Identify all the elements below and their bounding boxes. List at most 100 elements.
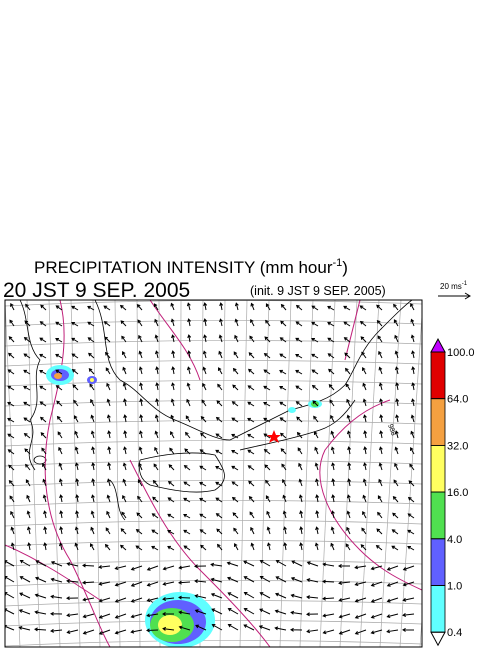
grid-line — [5, 480, 422, 487]
wind-arrow — [66, 596, 79, 601]
wind-arrow — [311, 353, 319, 359]
wind-arrow — [362, 510, 367, 519]
wind-arrow — [330, 526, 335, 535]
wind-arrow — [87, 305, 95, 311]
wind-arrow — [19, 576, 31, 583]
wind-arrow — [411, 366, 416, 375]
wind-arrow — [330, 446, 335, 455]
wind-arrow — [137, 319, 143, 327]
wind-arrow — [263, 352, 271, 359]
wind-arrow — [411, 382, 416, 391]
wind-arrow — [378, 462, 383, 471]
grid-line — [92, 300, 101, 647]
wind-arrow — [137, 479, 143, 487]
wind-arrow — [232, 512, 239, 519]
wind-arrow — [362, 478, 367, 487]
wind-field — [5, 302, 416, 635]
wind-arrow — [394, 334, 399, 343]
wind-arrow — [216, 543, 223, 551]
wind-arrow — [107, 430, 112, 439]
wind-arrow — [370, 597, 383, 603]
grid-line — [399, 309, 422, 647]
wind-arrow — [23, 353, 31, 359]
wind-arrow — [194, 579, 207, 584]
wind-arrow — [386, 629, 399, 634]
wind-arrow — [71, 368, 79, 375]
wind-arrow — [331, 510, 335, 519]
wind-arrow — [71, 305, 79, 311]
wind-arrow — [55, 353, 63, 359]
wind-arrow — [280, 448, 287, 455]
wind-arrow — [360, 336, 367, 343]
wind-arrow — [203, 302, 208, 311]
wind-arrow — [395, 382, 400, 391]
wind-arrow — [217, 367, 223, 375]
wind-arrow — [90, 430, 95, 439]
wind-arrow — [410, 430, 415, 439]
wind-arrow — [82, 613, 95, 619]
wind-arrow — [265, 479, 271, 487]
wind-arrow — [264, 336, 271, 343]
wind-arrow — [327, 353, 335, 359]
wind-arrow — [378, 382, 383, 391]
wind-arrow — [91, 478, 96, 487]
wind-arrow — [195, 624, 207, 631]
wind-arrow — [39, 416, 47, 423]
wind-arrow — [90, 510, 95, 519]
wind-arrow — [8, 479, 15, 487]
colorbar-segment — [430, 538, 446, 586]
wind-arrow — [155, 398, 160, 407]
wind-arrow — [362, 367, 367, 375]
wind-arrow — [91, 494, 95, 503]
wind-arrow — [392, 495, 399, 503]
wind-arrow — [39, 353, 47, 359]
wind-arrow — [42, 462, 47, 471]
grid-line — [136, 300, 141, 647]
wind-arrow — [75, 494, 80, 503]
wind-arrow — [243, 576, 255, 583]
wind-arrow — [123, 446, 127, 455]
wind-arrow — [311, 369, 319, 375]
wind-arrow — [327, 337, 335, 343]
wind-arrow — [279, 337, 287, 343]
wind-arrow — [103, 321, 111, 327]
wind-arrow — [266, 526, 271, 535]
wind-arrow — [370, 565, 383, 571]
wind-arrow — [39, 321, 47, 327]
wind-arrow — [291, 560, 303, 567]
wind-arrow — [346, 526, 351, 535]
wind-arrow — [215, 497, 223, 503]
wind-arrow — [295, 385, 303, 391]
wind-arrow — [39, 385, 47, 391]
wind-arrow — [194, 594, 207, 599]
wind-arrow — [146, 597, 159, 603]
wind-arrow — [275, 592, 287, 599]
wind-arrow — [25, 303, 31, 311]
wind-arrow — [43, 542, 48, 551]
wind-arrow — [375, 544, 383, 551]
wind-arrow — [313, 431, 319, 439]
wind-arrow — [370, 629, 383, 635]
wind-arrow — [233, 527, 239, 535]
wind-arrow — [55, 321, 63, 327]
wind-arrow — [410, 447, 415, 455]
wind-arrow — [395, 414, 400, 423]
colorbar-label: 64.0 — [447, 394, 468, 406]
grid-line — [5, 460, 422, 467]
wind-arrow — [315, 526, 319, 535]
wind-arrow — [87, 337, 95, 343]
wind-arrow — [360, 544, 367, 551]
wind-arrow — [407, 529, 415, 535]
wind-arrow — [98, 613, 111, 619]
wind-arrow — [66, 613, 79, 618]
wind-arrow — [106, 510, 111, 519]
wind-arrow — [379, 414, 384, 423]
wind-arrow — [306, 612, 319, 617]
wind-arrow — [231, 417, 239, 423]
wind-arrow — [138, 462, 143, 471]
wind-arrow — [146, 628, 159, 633]
wind-arrow — [407, 545, 415, 551]
wind-arrow — [338, 581, 351, 585]
wind-arrow — [299, 510, 304, 519]
wind-arrow — [8, 464, 15, 471]
